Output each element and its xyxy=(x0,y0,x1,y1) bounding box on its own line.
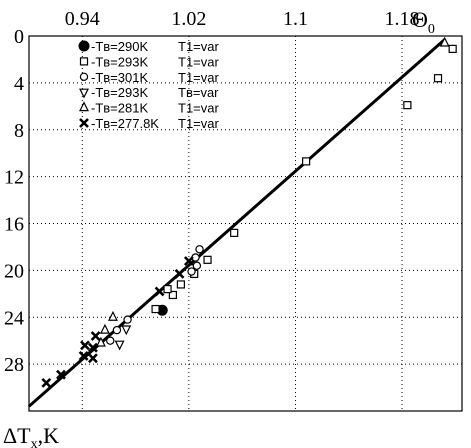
x-marker-stroke xyxy=(183,256,194,266)
legend-suffix: T1=var xyxy=(178,101,219,116)
x-marker xyxy=(80,340,90,351)
x-tick-label: 1.18 xyxy=(385,8,420,30)
data-points xyxy=(41,36,457,388)
square-marker xyxy=(302,157,311,166)
legend-label: -Tв=290K xyxy=(91,39,148,54)
square-marker xyxy=(176,280,185,289)
square-marker xyxy=(403,101,412,110)
square-marker xyxy=(168,290,177,300)
x-marker xyxy=(90,331,101,341)
x-axis-title: Θ0 xyxy=(412,7,435,37)
legend-suffix: T1=var xyxy=(178,70,219,85)
circle-marker xyxy=(123,315,132,324)
x-marker-stroke xyxy=(90,331,101,341)
x-marker-stroke xyxy=(88,342,98,353)
x-marker xyxy=(78,351,89,361)
legend-label: -Tв=293K xyxy=(91,54,148,69)
circle-marker xyxy=(79,72,89,82)
x-marker-stroke xyxy=(41,377,52,388)
triangle-up-marker xyxy=(79,101,89,112)
x-marker-stroke xyxy=(154,286,165,297)
circle-marker xyxy=(187,267,196,276)
circle-marker xyxy=(106,336,115,345)
x-tick-label: 0.94 xyxy=(65,8,100,30)
x-tick-label: 1.02 xyxy=(171,8,206,30)
x-marker xyxy=(88,342,98,353)
x-tick-label: 1.1 xyxy=(283,8,308,30)
y-tick-label: 8 xyxy=(14,120,24,142)
y-axis-title: ΔTx,K xyxy=(3,423,59,448)
x-marker-stroke xyxy=(56,369,66,380)
legend-label: -Tв=301K xyxy=(91,70,148,85)
legend-suffix: Tв=var xyxy=(178,85,219,100)
square-marker xyxy=(230,228,239,237)
triangle-up-marker xyxy=(99,323,110,334)
square-marker xyxy=(448,44,457,53)
x-marker-stroke xyxy=(174,268,185,279)
y-tick-label: 0 xyxy=(14,26,24,48)
circle-marker xyxy=(192,261,202,270)
circle-marker xyxy=(112,325,122,335)
y-tick-label: 4 xyxy=(14,73,24,95)
triangle-down-marker xyxy=(79,88,89,99)
plot-frame xyxy=(28,35,463,412)
tick-labels: 0.94 1.02 1.1 1.18 0 4 8 12 16 20 24 28 xyxy=(4,8,420,376)
y-tick-label: 24 xyxy=(4,307,24,329)
triangle-up-marker xyxy=(107,310,118,321)
triangle-down-marker xyxy=(121,325,132,336)
triangle-up-marker xyxy=(95,336,106,347)
gridlines xyxy=(29,36,462,411)
square-marker xyxy=(79,57,89,66)
legend-label: -Tв=281K xyxy=(91,101,148,116)
x-marker-stroke xyxy=(79,118,89,128)
x-marker xyxy=(174,268,185,279)
square-marker xyxy=(203,255,212,264)
x-marker xyxy=(183,256,194,266)
y-tick-label: 12 xyxy=(4,167,24,189)
square-marker xyxy=(163,285,172,294)
circle-marker xyxy=(195,245,204,254)
legend: -Tв=290K T1=var -Tв=293K T1=var -Tв=301K T1=v… xyxy=(78,39,219,131)
y-tick-label: 28 xyxy=(4,354,24,376)
legend-label: -Tв=293K xyxy=(91,85,148,100)
x-marker xyxy=(79,118,89,128)
legend-suffix: T1=var xyxy=(178,116,219,131)
y-tick-label: 20 xyxy=(4,260,24,282)
x-marker xyxy=(56,369,66,380)
legend-label: -Tв=277.8K xyxy=(91,116,159,131)
square-marker xyxy=(433,74,443,83)
x-marker xyxy=(154,286,165,297)
x-marker-stroke xyxy=(80,340,90,351)
x-marker xyxy=(88,353,98,364)
triangle-down-marker xyxy=(114,340,125,351)
filled-circle-marker xyxy=(78,40,90,52)
legend-suffix: T1=var xyxy=(178,39,219,54)
x-marker xyxy=(41,377,52,388)
y-tick-label: 16 xyxy=(4,214,24,236)
x-marker-stroke xyxy=(88,353,98,364)
legend-suffix: T1=var xyxy=(178,54,219,69)
square-marker xyxy=(151,304,160,314)
triangle-up-marker xyxy=(439,36,450,47)
x-marker-stroke xyxy=(78,351,89,361)
